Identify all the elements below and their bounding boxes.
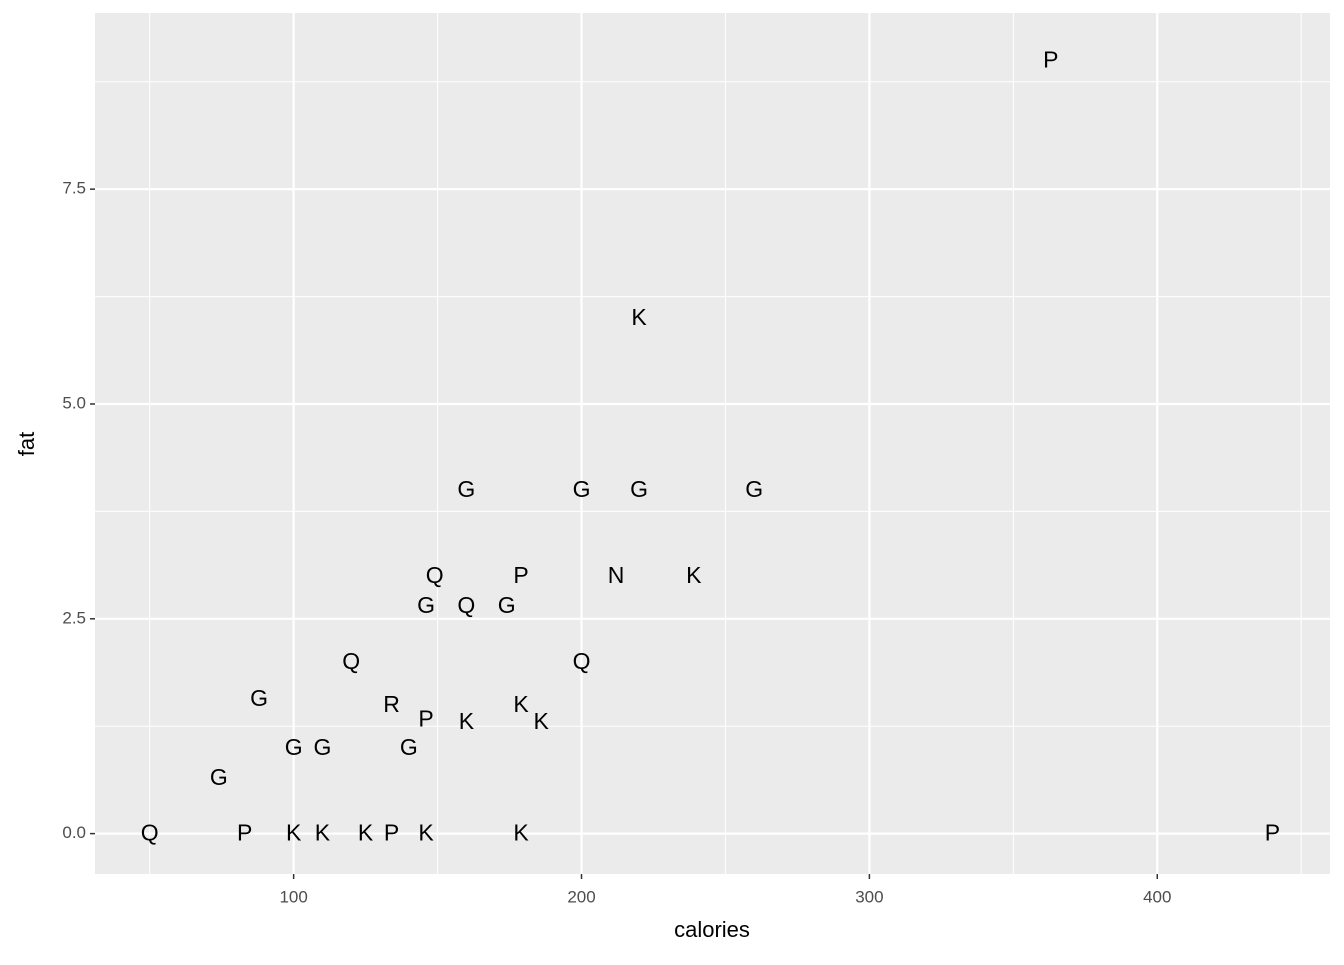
point-label: Q [342,648,360,674]
point-label: G [250,685,268,711]
point-label: G [210,764,228,790]
point-label: K [631,304,647,330]
point-label: G [285,734,303,760]
point-label: K [315,820,331,846]
point-label: K [286,820,302,846]
point-label: G [630,476,648,502]
point-label: K [418,820,434,846]
point-label: K [513,691,529,717]
point-label: N [608,562,625,588]
point-label: R [383,691,400,717]
x-tick-label: 100 [279,887,307,906]
point-label: P [1043,46,1058,72]
x-axis-title: calories [674,917,750,942]
point-label: G [573,476,591,502]
point-label: G [417,592,435,618]
point-label: G [745,476,763,502]
y-tick-label: 5.0 [62,393,86,412]
y-tick-label: 2.5 [62,608,86,627]
point-label: Q [573,648,591,674]
panel [95,13,1330,874]
x-tick-label: 400 [1143,887,1171,906]
point-label: K [358,820,374,846]
point-label: G [400,734,418,760]
y-tick-label: 0.0 [62,823,86,842]
point-label: Q [141,820,159,846]
point-label: K [459,708,475,734]
point-label: P [513,562,528,588]
point-label: K [534,708,550,734]
point-label: G [498,592,516,618]
y-axis-title: fat [14,432,39,456]
y-tick-label: 7.5 [62,179,86,198]
point-label: G [313,734,331,760]
point-label: P [1265,820,1280,846]
point-label: Q [426,562,444,588]
point-label: K [513,820,529,846]
point-label: P [384,820,399,846]
point-label: Q [457,592,475,618]
point-label: G [457,476,475,502]
point-label: K [686,562,702,588]
x-tick-label: 300 [855,887,883,906]
point-label: P [418,705,433,731]
x-tick-label: 200 [567,887,595,906]
point-label: P [237,820,252,846]
